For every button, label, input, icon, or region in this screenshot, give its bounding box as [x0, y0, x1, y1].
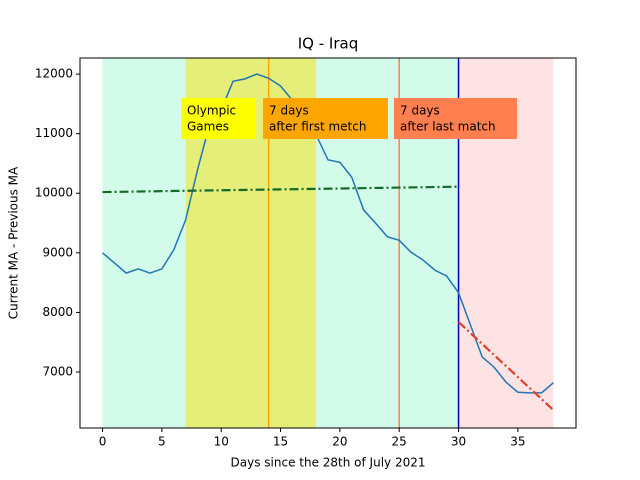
annotation-box	[394, 98, 517, 139]
y-tick-label: 10000	[35, 186, 73, 200]
annotation-text: Games	[187, 120, 229, 134]
annotation-text: 7 days	[400, 104, 440, 118]
y-tick-label: 12000	[35, 67, 73, 81]
plot-frame	[79, 57, 577, 429]
x-tick-label: 0	[99, 435, 107, 449]
x-axis-label: Days since the 28th of July 2021	[231, 456, 426, 470]
y-tick-label: 7000	[42, 364, 73, 378]
data-line	[457, 321, 555, 411]
data-line	[102, 185, 459, 194]
y-tick-label: 11000	[35, 126, 73, 140]
span	[102, 58, 186, 428]
x-tick-label: 5	[158, 435, 166, 449]
data-line	[102, 73, 554, 394]
annotation-box	[181, 98, 256, 139]
x-tick-label: 10	[214, 435, 229, 449]
annotation-box	[263, 98, 388, 139]
y-axis-label: Current MA - Previous MA	[7, 166, 21, 319]
x-tick-label: 15	[273, 435, 288, 449]
x-tick-label: 20	[332, 435, 347, 449]
annotation-text: 7 days	[269, 104, 309, 118]
chart-title: IQ - Iraq	[298, 35, 358, 53]
annotation-text: after last match	[400, 120, 496, 134]
x-tick-label: 35	[510, 435, 525, 449]
x-tick-label: 30	[451, 435, 466, 449]
x-tick-label: 25	[392, 435, 407, 449]
annotation-text: after first metch	[269, 120, 366, 134]
annotation-text: Olympic	[187, 104, 236, 118]
y-tick-label: 9000	[42, 245, 73, 259]
y-tick-label: 8000	[42, 305, 73, 319]
